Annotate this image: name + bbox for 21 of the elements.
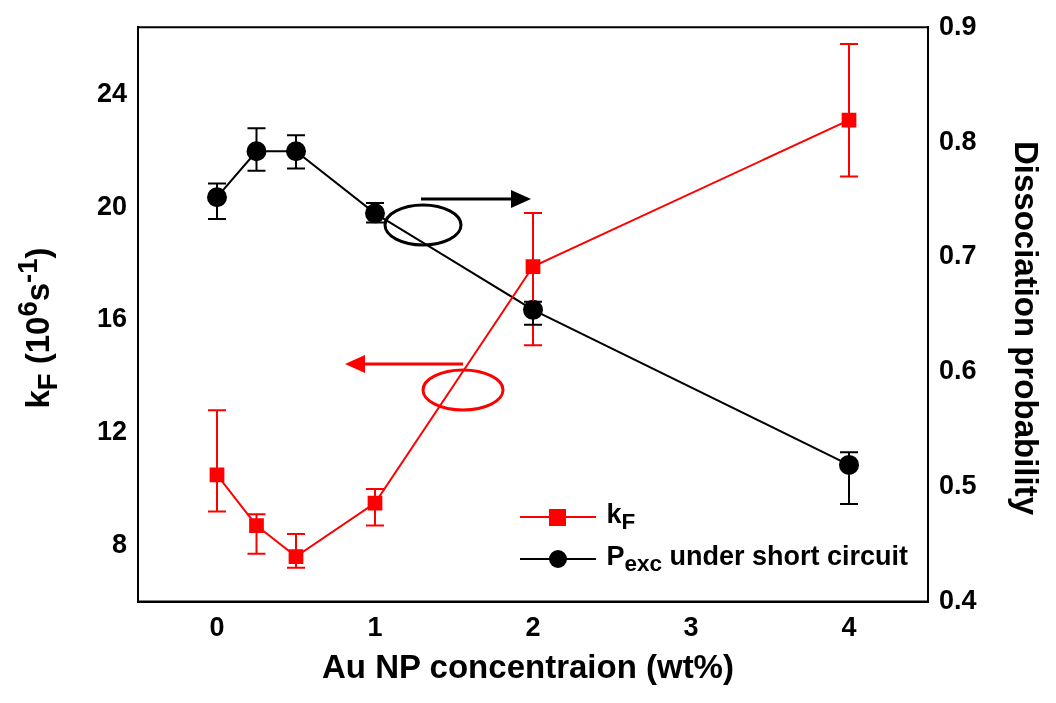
x-tick-label: 2 <box>525 612 541 643</box>
x-axis-title: Au NP concentraion (wt%) <box>321 648 735 686</box>
y-tick-label: 20 <box>96 190 127 221</box>
y2-tick-label: 0.4 <box>939 585 977 616</box>
y2-axis-title: Dissociation probability <box>1007 140 1045 516</box>
legend-label: k$_{F}$ <box>606 498 636 536</box>
x-tick-label: 3 <box>683 612 699 643</box>
y2-tick-label: 0.8 <box>939 125 977 156</box>
point <box>249 518 264 533</box>
y-tick-label: 16 <box>96 303 127 334</box>
y2-tick-label: 0.7 <box>939 240 977 271</box>
y2-tick-label: 0.6 <box>939 355 977 386</box>
x-tick-label: 1 <box>367 612 383 643</box>
x-tick-label: 0 <box>209 612 225 643</box>
legend-label: P$_{exc}$ under short circuit <box>606 540 908 578</box>
y-tick-label: 24 <box>96 78 127 109</box>
y2-tick-label: 0.9 <box>939 10 977 41</box>
y-tick-label: 8 <box>111 528 127 559</box>
y2-tick-label: 0.5 <box>939 470 977 501</box>
y-tick-label: 12 <box>96 416 127 447</box>
x-tick-label: 4 <box>841 612 857 643</box>
